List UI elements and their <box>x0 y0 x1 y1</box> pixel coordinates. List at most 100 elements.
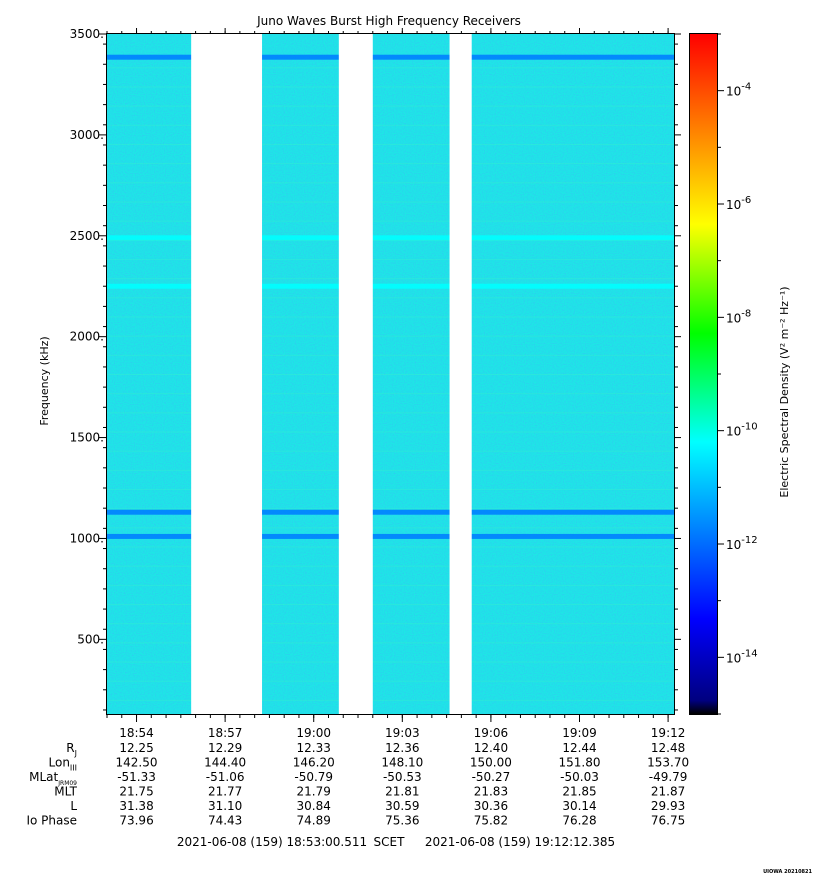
colorbar-label: Electric Spectral Density (V² m⁻² Hz⁻¹) <box>778 286 791 497</box>
colorbar-tick-label: 10-8 <box>726 308 751 325</box>
ephemeris-value: 76.28 <box>562 814 596 828</box>
ephemeris-value: 21.87 <box>651 785 685 799</box>
y-tick-label: 3000. <box>70 128 104 142</box>
striation <box>107 124 674 126</box>
ephemeris-value: 30.84 <box>297 799 331 813</box>
striation <box>107 431 674 433</box>
emission-line-4 <box>107 533 674 539</box>
ephemeris-value: 73.96 <box>119 814 153 828</box>
data-gap-1 <box>338 34 373 714</box>
striation <box>107 182 674 184</box>
ephemeris-value: -50.27 <box>472 770 511 784</box>
chart-title: Juno Waves Burst High Frequency Receiver… <box>256 14 521 28</box>
y-axis: 500. 1000. 1500. 2000. 2500. 3000. 3500. <box>70 27 681 711</box>
y-tick-label: 1000. <box>70 531 104 545</box>
ephemeris-row-label: L <box>70 799 77 813</box>
ephemeris-value: 29.93 <box>651 799 685 813</box>
ephemeris-value: 30.59 <box>385 799 419 813</box>
ephemeris-row-label: LonIII <box>49 756 78 773</box>
data-gap-2 <box>449 34 472 714</box>
ephemeris-value: 75.36 <box>385 814 419 828</box>
ephemeris-value: 21.79 <box>297 785 331 799</box>
ephemeris-value: 144.40 <box>204 756 246 770</box>
striation <box>107 642 674 644</box>
plot-frame <box>106 33 675 715</box>
ephemeris-value: 12.44 <box>562 741 596 755</box>
y-tick-label: 2000. <box>70 330 104 344</box>
ephemeris-value: 76.75 <box>651 814 685 828</box>
colorbar-tick-label: 10-10 <box>726 422 758 439</box>
ephemeris-value: 75.82 <box>474 814 508 828</box>
ephemeris-value: 150.00 <box>470 756 512 770</box>
colorbar-gradient <box>690 34 717 714</box>
striation <box>107 393 674 395</box>
ephemeris-value: 146.20 <box>293 756 335 770</box>
striation <box>107 374 674 375</box>
striation <box>107 661 674 663</box>
striation <box>107 105 674 107</box>
ephemeris-value: 30.36 <box>474 799 508 813</box>
colorbar-tick-label: 10-12 <box>726 535 758 552</box>
ephemeris-value: -51.06 <box>206 770 245 784</box>
emission-line-1 <box>107 235 674 241</box>
striation <box>107 565 674 567</box>
ephemeris-value: 31.10 <box>208 799 242 813</box>
footer-start-time: 2021-06-08 (159) 18:53:00.511 <box>177 835 367 849</box>
y-tick-label: 1500. <box>70 431 104 445</box>
striation <box>107 508 674 510</box>
striation <box>107 527 674 529</box>
ephemeris-value: 148.10 <box>381 756 423 770</box>
ephemeris-row-label: MLT <box>54 785 77 799</box>
striation <box>107 354 674 356</box>
striation <box>107 163 674 165</box>
x-tick-label: 19:09 <box>562 726 597 740</box>
striation <box>107 220 674 222</box>
ephemeris-value: 74.89 <box>297 814 331 828</box>
x-tick-label: 18:57 <box>208 726 243 740</box>
emission-line-3 <box>107 509 674 515</box>
ephemeris-row-label: RJ <box>66 741 77 758</box>
ephemeris-value: 12.48 <box>651 741 685 755</box>
emission-line-2 <box>107 283 674 289</box>
striation <box>107 258 674 260</box>
plot-area <box>106 33 675 715</box>
data-gap-0 <box>191 34 263 714</box>
x-tick-label: 19:06 <box>474 726 509 740</box>
striation <box>107 297 674 299</box>
striation <box>107 67 674 69</box>
striation <box>107 469 674 471</box>
ephemeris-value: 153.70 <box>647 756 689 770</box>
y-tick-label: 500. <box>77 632 104 646</box>
ephemeris-value: 74.43 <box>208 814 242 828</box>
ephemeris-value: 21.85 <box>562 785 596 799</box>
ephemeris-table: RJ 12.25 12.29 12.33 12.36 12.40 12.44 12.48 Lon… <box>26 741 689 828</box>
striation <box>107 584 674 586</box>
striation <box>107 412 674 414</box>
ephemeris-value: 21.81 <box>385 785 419 799</box>
ephemeris-value: 12.40 <box>474 741 508 755</box>
ephemeris-value: 142.50 <box>116 756 158 770</box>
footer-stamp: UIOWA 20210821 <box>763 869 812 875</box>
striation <box>107 143 674 145</box>
ephemeris-value: 151.80 <box>559 756 601 770</box>
striation <box>107 680 674 682</box>
ephemeris-value: 21.75 <box>119 785 153 799</box>
ephemeris-value: 21.83 <box>474 785 508 799</box>
ephemeris-value: -49.79 <box>649 770 688 784</box>
x-tick-label: 19:00 <box>296 726 331 740</box>
x-axis: 18:54 18:57 19:00 19:03 19:06 19:09 19:12 <box>106 28 685 740</box>
y-tick-label: 2500. <box>70 229 104 243</box>
colorbar: 10-4 10-6 10-8 10-10 10-12 10-14 Electric Spe… <box>689 33 791 715</box>
striation <box>107 316 674 318</box>
x-tick-label: 18:54 <box>119 726 154 740</box>
y-axis-label: Frequency (kHz) <box>38 336 51 425</box>
x-tick-label: 19:03 <box>385 726 420 740</box>
striation <box>107 604 674 606</box>
footer-end-time: 2021-06-08 (159) 19:12:12.385 <box>425 835 615 849</box>
data-gaps <box>191 34 472 714</box>
ephemeris-value: -50.53 <box>383 770 422 784</box>
colorbar-tick-label: 10-6 <box>726 195 751 212</box>
striation <box>107 699 674 701</box>
ephemeris-value: 31.38 <box>119 799 153 813</box>
